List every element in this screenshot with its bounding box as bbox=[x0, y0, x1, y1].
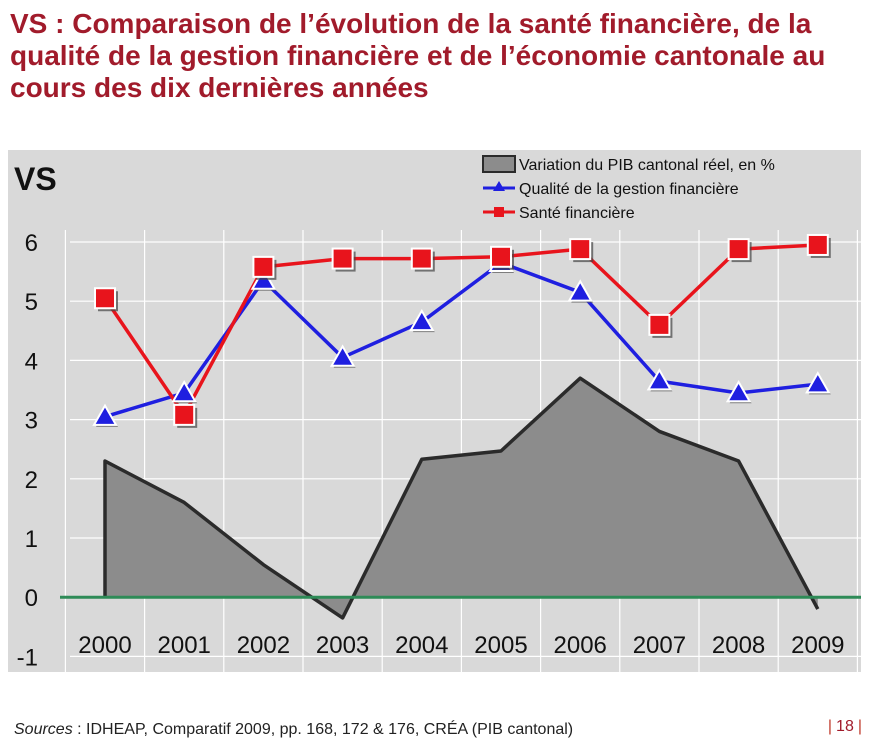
y-tick-label: 3 bbox=[25, 408, 38, 435]
health-marker bbox=[648, 313, 671, 336]
x-tick-label: 2009 bbox=[791, 632, 844, 659]
y-tick-label: 2 bbox=[25, 467, 38, 494]
legend-label: Qualité de la gestion financière bbox=[519, 181, 739, 198]
y-tick-label: 0 bbox=[25, 585, 38, 612]
x-tick-label: 2001 bbox=[158, 632, 211, 659]
quality-marker bbox=[725, 379, 752, 403]
legend-swatch-pib bbox=[482, 155, 516, 173]
x-tick-label: 2007 bbox=[633, 632, 686, 659]
y-tick-label: 6 bbox=[25, 230, 38, 257]
x-tick-label: 2004 bbox=[395, 632, 448, 659]
quality-marker bbox=[171, 379, 197, 403]
x-tick-label: 2008 bbox=[712, 632, 765, 659]
sources-label: Sources bbox=[14, 721, 73, 738]
page-number: | 18 | bbox=[824, 718, 866, 736]
x-tick-label: 2002 bbox=[237, 632, 290, 659]
quality-marker bbox=[329, 344, 356, 367]
page-number-separator-end: | bbox=[857, 718, 862, 735]
legend: Variation du PIB cantonal réel, en % Qual… bbox=[482, 155, 775, 222]
page-number-separator: | bbox=[827, 718, 833, 735]
x-tick-label: 2006 bbox=[554, 632, 607, 659]
y-tick-label: -1 bbox=[17, 644, 38, 671]
y-tick-label: 5 bbox=[25, 289, 38, 316]
x-axis-labels: 2000 2001 2002 2003 2004 2005 2006 2007 2008 2009 bbox=[78, 632, 844, 659]
health-marker bbox=[490, 245, 512, 268]
y-tick-label: 1 bbox=[25, 526, 38, 553]
legend-swatch-quality-marker bbox=[493, 181, 505, 191]
health-marker bbox=[331, 247, 354, 270]
legend-label: Santé financière bbox=[519, 205, 635, 222]
y-axis-labels: -1 0 1 2 3 4 5 6 bbox=[17, 230, 38, 671]
quality-marker bbox=[409, 308, 435, 332]
quality-marker bbox=[805, 371, 831, 394]
sources-text: : IDHEAP, Comparatif 2009, pp. 168, 172 … bbox=[72, 721, 574, 738]
x-tick-label: 2000 bbox=[78, 632, 131, 659]
y-tick-label: 4 bbox=[25, 348, 38, 375]
page-number-value: 18 bbox=[836, 718, 854, 735]
health-marker bbox=[94, 287, 116, 310]
x-tick-label: 2003 bbox=[316, 632, 369, 659]
sources-footer: Sources : IDHEAP, Comparatif 2009, pp. 1… bbox=[14, 721, 573, 739]
health-marker bbox=[173, 403, 196, 426]
health-marker bbox=[410, 247, 433, 270]
chart-title: VS bbox=[14, 161, 57, 197]
legend-swatch-health-marker bbox=[494, 207, 504, 217]
slide-title: VS : Comparaison de l’évolution de la sa… bbox=[10, 8, 826, 103]
quality-marker bbox=[92, 403, 118, 426]
chart-container: -1 0 1 2 3 4 5 6 2000 2001 2002 2003 2004 2005 2006 20… bbox=[8, 150, 861, 672]
health-marker bbox=[727, 238, 750, 261]
pib-area bbox=[105, 378, 818, 618]
x-tick-label: 2005 bbox=[474, 632, 527, 659]
quality-marker bbox=[646, 368, 673, 391]
health-marker bbox=[569, 238, 592, 261]
health-line bbox=[103, 243, 818, 417]
health-marker bbox=[806, 233, 829, 256]
legend-label: Variation du PIB cantonal réel, en % bbox=[519, 157, 775, 174]
quality-marker bbox=[567, 279, 593, 302]
quality-line bbox=[104, 260, 818, 419]
line-series bbox=[92, 233, 831, 428]
area-series bbox=[103, 376, 820, 620]
health-marker bbox=[252, 255, 275, 278]
pib-area-outline bbox=[103, 376, 820, 620]
